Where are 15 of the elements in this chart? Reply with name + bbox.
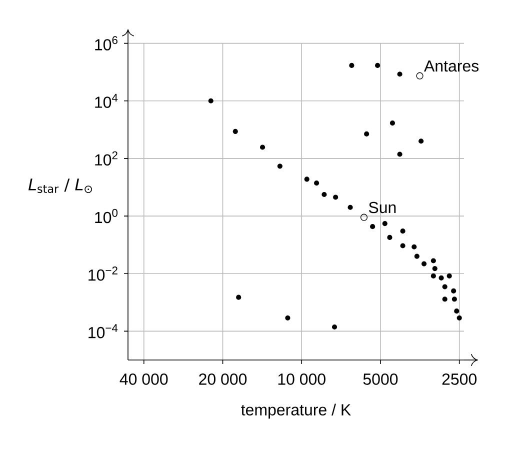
x-tick-label: 20 000	[199, 374, 247, 385]
y-tick-label: 10$^{4}$	[95, 94, 118, 108]
y-tick-label: 10$^{2}$	[95, 151, 118, 166]
annotation: Sun	[368, 202, 396, 214]
x-tick-label: 5000	[363, 374, 398, 385]
x-tick-label: 40 000	[120, 374, 168, 385]
x-tick-label: 2500	[442, 374, 477, 385]
y-tick-label: 10$^{0}$	[95, 208, 118, 224]
y-tick-label: 10$^{−2}$	[88, 266, 118, 281]
y-axis-title: L$_{star}$ / L$_{⊙}$	[28, 178, 92, 194]
x-axis-title: temperature / K	[241, 404, 351, 419]
y-tick-label: 10$^{6}$	[95, 36, 118, 50]
x-tick-label: 10 000	[278, 374, 326, 385]
annotation: Antares	[424, 60, 479, 72]
y-tick-label: 10$^{−4}$	[88, 324, 118, 338]
